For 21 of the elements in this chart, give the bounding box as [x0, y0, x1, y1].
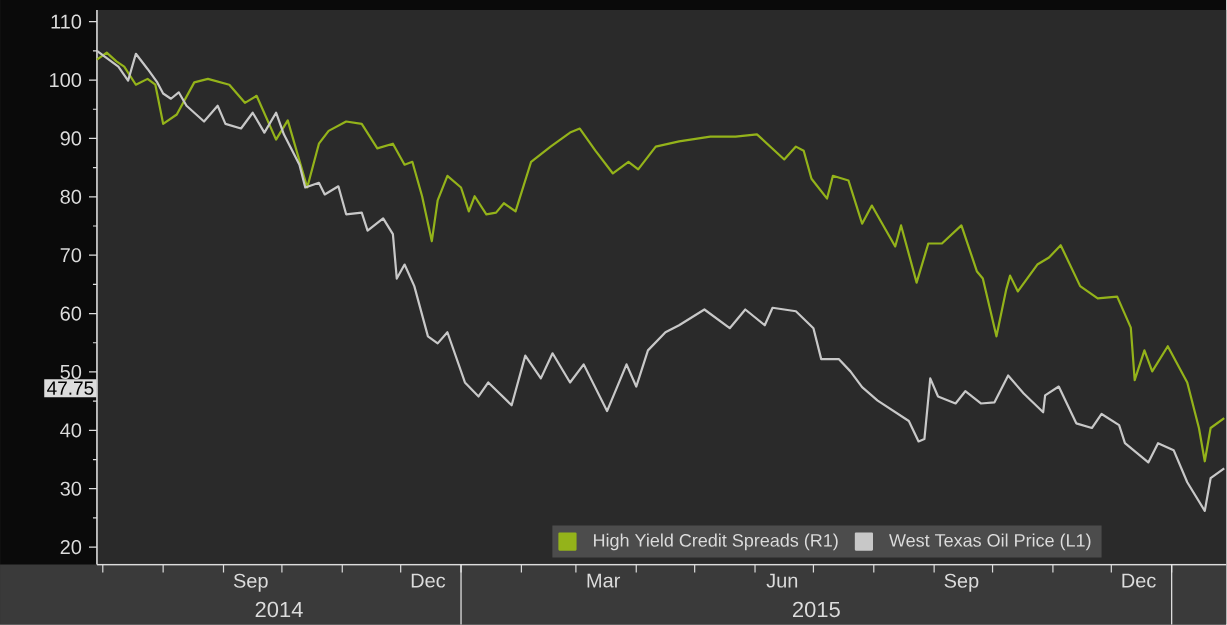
legend-label: West Texas Oil Price (L1): [889, 533, 1091, 551]
legend-label: High Yield Credit Spreads (R1): [594, 533, 838, 551]
x-tick-label: Jun: [766, 573, 798, 588]
y-tick-label: 40: [60, 423, 82, 438]
y-tick-label: 50: [60, 364, 82, 379]
text: 47.75: [47, 381, 94, 395]
x-tick-label: Sep: [233, 573, 268, 592]
text: 2014: [255, 601, 303, 618]
x-tick-label: Dec: [411, 573, 446, 588]
y-tick-label: 100: [50, 72, 82, 88]
x-tick-label: Mar: [587, 573, 621, 588]
x-tick-label: Dec: [1122, 573, 1156, 588]
y-tick-label: 110: [51, 14, 82, 29]
y-tick-label: 30: [60, 481, 82, 496]
y-tick-label: 60: [60, 306, 82, 321]
x-tick-label: Sep: [944, 573, 979, 592]
y-tick-label: 70: [60, 248, 82, 263]
y-tick-label: 80: [60, 189, 82, 204]
y-tick-label: 20: [60, 539, 82, 555]
text: 2015: [793, 601, 840, 618]
y-tick-label: 90: [60, 131, 82, 146]
